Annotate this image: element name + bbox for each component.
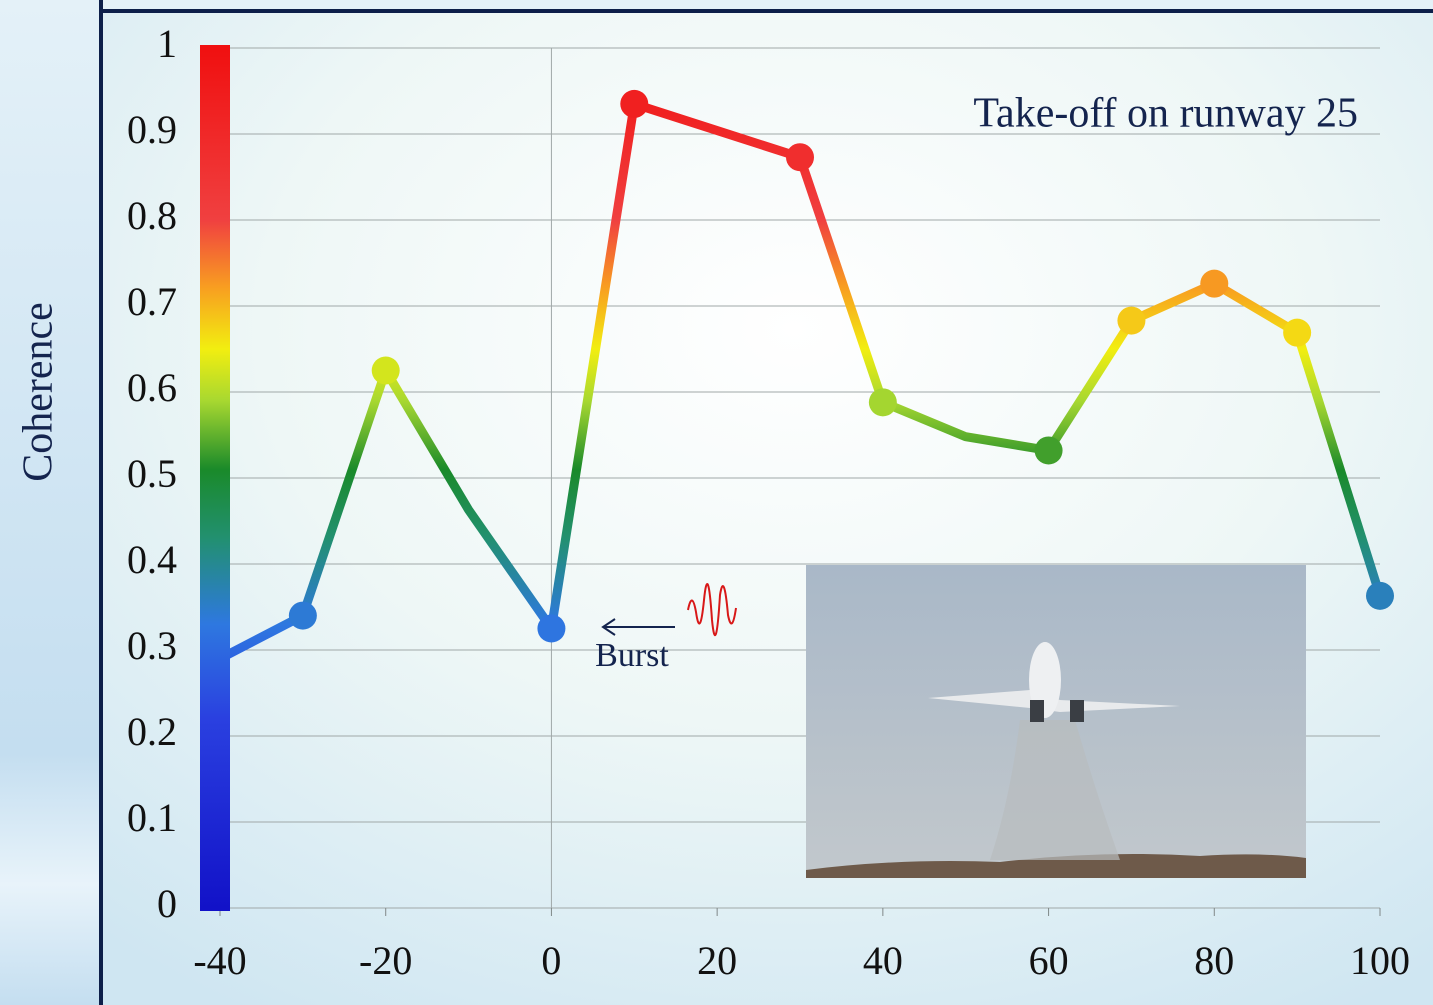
marker [288, 601, 317, 630]
y-tick-label: 0.8 [127, 193, 177, 238]
x-tick-label: 20 [697, 938, 737, 983]
x-tick-label: -20 [359, 938, 412, 983]
y-tick-label: 0.6 [127, 365, 177, 410]
y-tick-label: 0.3 [127, 623, 177, 668]
marker [1117, 306, 1146, 335]
y-tick-label: 0 [157, 881, 177, 926]
y-tick-label: 0.2 [127, 709, 177, 754]
y-tick-label: 0.5 [127, 451, 177, 496]
marker [868, 388, 897, 417]
marker [1034, 436, 1063, 465]
marker [1366, 581, 1394, 610]
y-tick-label: 0.7 [127, 279, 177, 324]
line [217, 99, 1385, 663]
burst-arrowhead [601, 618, 616, 636]
marker [371, 356, 400, 385]
x-tick-label: 100 [1350, 938, 1410, 983]
x-tick-label: 60 [1029, 938, 1069, 983]
photo-inset [806, 565, 1306, 878]
marker [1283, 318, 1312, 347]
x-tick-label: 80 [1194, 938, 1234, 983]
colorbar [200, 45, 230, 911]
marker [620, 89, 649, 118]
y-tick-label: 1 [157, 21, 177, 66]
marker [537, 614, 566, 643]
marker [1200, 269, 1229, 298]
y-tick-label: 0.9 [127, 107, 177, 152]
y-axis-label: Coherence [16, 302, 62, 482]
x-tick-label: 0 [541, 938, 561, 983]
annotation: Take-off on runway 25 [973, 91, 1358, 137]
grid [219, 47, 1381, 916]
marker [786, 143, 814, 172]
x-tick-label: 40 [863, 938, 903, 983]
y-tick-label: 0.4 [127, 537, 177, 582]
burst-wavelet [687, 583, 737, 637]
burst-label: Burst [595, 637, 669, 674]
y-tick-label: 0.1 [127, 795, 177, 840]
x-tick-label: -40 [193, 938, 246, 983]
